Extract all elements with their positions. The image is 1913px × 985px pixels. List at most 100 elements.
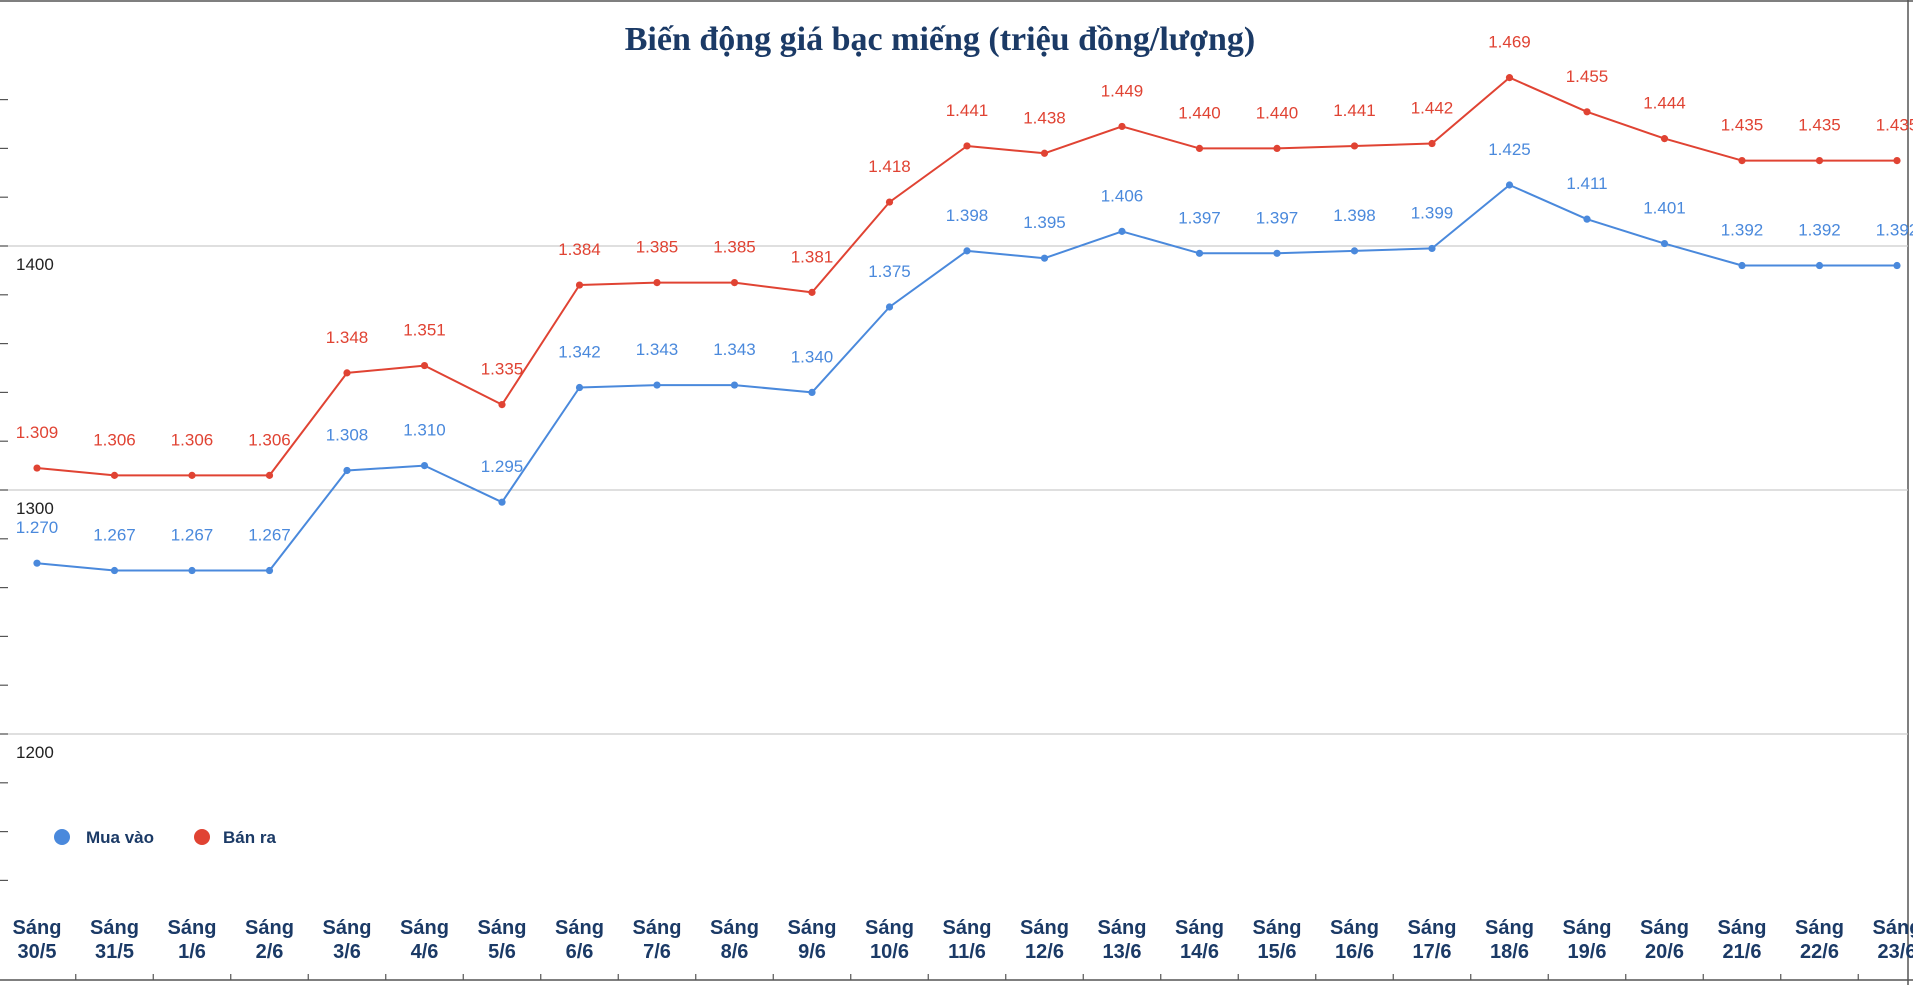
data-point-mua-vao — [420, 462, 429, 470]
data-label-mua-vao: 1.267 — [248, 526, 291, 545]
data-label-ban-ra: 1.441 — [1333, 101, 1376, 120]
x-tick-label: Sáng 12/6 — [1020, 917, 1069, 963]
data-point-ban-ra — [1428, 139, 1436, 148]
data-label-mua-vao: 1.340 — [791, 347, 834, 366]
data-point-mua-vao — [1893, 261, 1901, 270]
x-tick-label: Sáng 19/6 — [1563, 917, 1612, 963]
data-point-ban-ra — [1815, 157, 1824, 165]
data-label-ban-ra: 1.449 — [1101, 81, 1144, 100]
x-tick-label: Sáng 8/6 — [710, 917, 759, 963]
x-tick-label: Sáng 16/6 — [1330, 917, 1379, 963]
data-point-mua-vao — [730, 381, 739, 389]
x-tick-label: Sáng 21/6 — [1718, 917, 1767, 963]
data-point-mua-vao — [653, 381, 661, 389]
data-point-ban-ra — [1505, 74, 1514, 82]
data-label-ban-ra: 1.440 — [1256, 103, 1299, 122]
data-label-mua-vao: 1.295 — [481, 457, 524, 476]
data-point-ban-ra — [1660, 135, 1669, 143]
legend-marker-ban-ra — [194, 829, 210, 845]
data-point-mua-vao — [1118, 227, 1126, 235]
x-tick-label: Sáng 20/6 — [1640, 917, 1689, 963]
data-label-mua-vao: 1.395 — [1023, 213, 1066, 232]
x-tick-label: Sáng 7/6 — [633, 917, 682, 963]
data-label-mua-vao: 1.392 — [1798, 221, 1841, 240]
x-tick-label: Sáng 31/5 — [90, 917, 139, 963]
data-point-ban-ra — [1195, 144, 1204, 152]
data-label-ban-ra: 1.351 — [403, 321, 446, 340]
data-point-mua-vao — [1815, 261, 1824, 270]
legend-marker-mua-vao — [54, 829, 70, 845]
chart-title: Biến động giá bạc miếng (triệu đồng/lượn… — [625, 21, 1256, 58]
data-point-ban-ra — [575, 281, 584, 289]
data-point-ban-ra — [265, 471, 274, 479]
x-tick-label: Sáng 17/6 — [1408, 917, 1457, 963]
data-label-ban-ra: 1.381 — [791, 247, 834, 266]
data-point-ban-ra — [1118, 122, 1126, 131]
data-label-mua-vao: 1.401 — [1643, 199, 1686, 218]
data-label-ban-ra: 1.435 — [1721, 116, 1764, 135]
data-point-mua-vao — [1040, 254, 1049, 262]
data-label-mua-vao: 1.406 — [1101, 186, 1144, 205]
data-point-ban-ra — [343, 369, 351, 377]
data-label-ban-ra: 1.438 — [1023, 108, 1066, 127]
legend: Mua vào Bán ra — [54, 828, 276, 847]
data-label-ban-ra: 1.469 — [1488, 33, 1531, 52]
data-point-ban-ra — [33, 464, 41, 472]
data-point-mua-vao — [1428, 244, 1436, 253]
data-label-ban-ra: 1.435 — [1876, 116, 1913, 135]
data-label-mua-vao: 1.425 — [1488, 140, 1531, 159]
data-point-mua-vao — [1273, 249, 1281, 257]
data-label-mua-vao: 1.310 — [403, 421, 446, 440]
x-tick-label: Sáng 10/6 — [865, 917, 914, 963]
x-tick-label: Sáng 3/6 — [323, 917, 372, 963]
data-point-mua-vao — [188, 566, 196, 575]
data-point-mua-vao — [575, 383, 584, 392]
data-label-mua-vao: 1.270 — [16, 518, 59, 537]
data-label-mua-vao: 1.398 — [946, 206, 989, 225]
data-label-mua-vao: 1.343 — [636, 340, 679, 359]
data-label-mua-vao: 1.342 — [558, 343, 601, 362]
x-tick-label: Sáng 15/6 — [1253, 917, 1302, 963]
axis-ticks — [0, 98, 1859, 980]
data-label-mua-vao: 1.375 — [868, 262, 911, 281]
data-point-mua-vao — [33, 559, 41, 567]
data-point-mua-vao — [265, 566, 274, 575]
data-point-ban-ra — [653, 279, 661, 287]
data-point-mua-vao — [1505, 181, 1514, 189]
x-tick-label: Sáng 30/5 — [13, 917, 62, 963]
data-point-mua-vao — [343, 466, 351, 475]
data-label-ban-ra: 1.440 — [1178, 103, 1221, 122]
x-tick-label: Sáng 11/6 — [943, 917, 992, 963]
data-point-ban-ra — [1893, 157, 1901, 165]
x-tick-label: Sáng 6/6 — [555, 917, 604, 963]
data-label-mua-vao: 1.267 — [171, 526, 214, 545]
data-point-ban-ra — [188, 471, 196, 479]
x-tick-label: Sáng 4/6 — [400, 917, 449, 963]
data-label-ban-ra: 1.384 — [558, 240, 601, 259]
data-point-mua-vao — [885, 303, 894, 311]
data-point-mua-vao — [963, 247, 971, 255]
data-label-mua-vao: 1.392 — [1721, 221, 1764, 240]
data-point-ban-ra — [498, 401, 506, 409]
series-mua-vao: 1.270 1.267 1.267 1.267 1.308 1.310 1.295 1.342… — [16, 140, 1913, 575]
data-point-ban-ra — [1350, 142, 1359, 150]
data-label-ban-ra: 1.455 — [1566, 67, 1609, 86]
data-label-ban-ra: 1.435 — [1798, 116, 1841, 135]
data-label-mua-vao: 1.308 — [326, 425, 369, 444]
data-point-ban-ra — [1583, 108, 1591, 116]
data-point-ban-ra — [808, 288, 816, 296]
data-label-ban-ra: 1.444 — [1643, 94, 1686, 113]
y-tick-label-1300: 1300 — [16, 499, 54, 518]
x-tick-label: Sáng 18/6 — [1485, 917, 1534, 963]
data-label-ban-ra: 1.335 — [481, 360, 524, 379]
series-layer: 1.270 1.267 1.267 1.267 1.308 1.310 1.295 1.342… — [16, 33, 1913, 575]
data-point-ban-ra — [963, 142, 971, 150]
data-label-mua-vao: 1.399 — [1411, 203, 1454, 222]
data-label-mua-vao: 1.343 — [713, 340, 756, 359]
legend-label-mua-vao: Mua vào — [86, 828, 154, 847]
data-label-ban-ra: 1.385 — [636, 238, 679, 257]
data-point-mua-vao — [1660, 239, 1669, 248]
data-label-ban-ra: 1.306 — [171, 430, 214, 449]
